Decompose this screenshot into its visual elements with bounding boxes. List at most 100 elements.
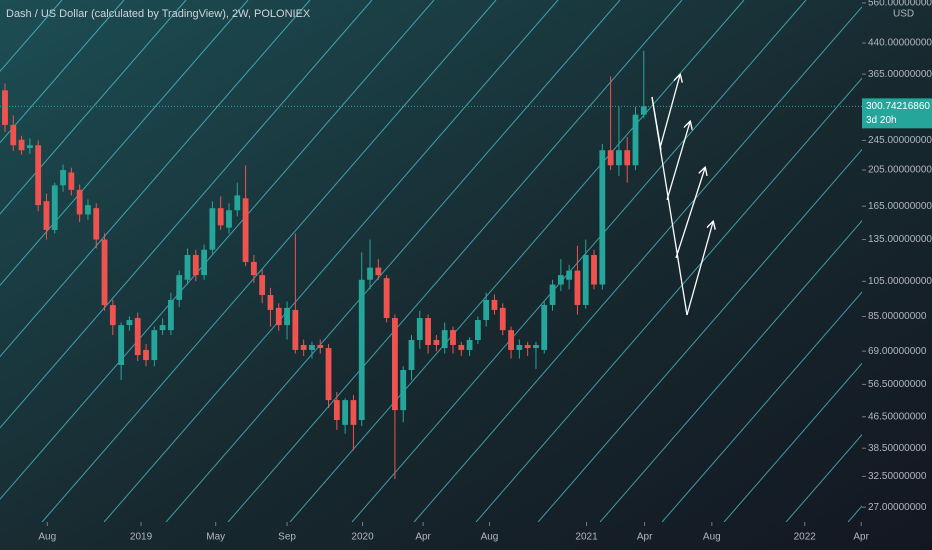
candle-body (367, 267, 373, 280)
x-tick-label: Apr (853, 532, 869, 543)
candle-body (309, 345, 315, 350)
y-tick-label: 135.00000000 (868, 234, 932, 245)
candle-body (68, 172, 75, 190)
candle-body (43, 201, 50, 230)
candle-body (566, 270, 573, 280)
candle-body (234, 195, 241, 211)
y-tick-label: 69.00000000 (868, 346, 927, 357)
arrow (675, 168, 705, 259)
candle-body (35, 145, 42, 206)
arrow-stem (651, 96, 662, 151)
candle-body (317, 345, 324, 349)
candle-body (582, 255, 589, 305)
x-tick-label: 2020 (351, 532, 374, 543)
drawn-arrows (651, 75, 713, 316)
candle-body (516, 345, 523, 350)
candle-body (18, 139, 25, 151)
channel-line (723, 362, 862, 522)
y-tick-label: 205.00000000 (868, 165, 932, 176)
candle-body (408, 339, 415, 371)
channel-line (0, 0, 187, 215)
candle-body (400, 370, 407, 411)
candle-body (184, 255, 191, 280)
x-tick-label: Sep (278, 532, 296, 543)
candle-body (499, 307, 506, 331)
y-tick-label: 32.50000000 (868, 471, 927, 482)
x-tick-label: 2021 (575, 532, 598, 543)
y-tick-label: 165.00000000 (868, 201, 932, 212)
x-tick-label: Apr (637, 532, 653, 543)
candle-body (342, 400, 349, 425)
candle-body (508, 330, 514, 350)
channel-line (227, 0, 683, 522)
candle-body (259, 275, 266, 296)
candle-body (192, 255, 199, 276)
arrow (686, 222, 713, 316)
last-price-label: 300.74216860 (866, 101, 930, 112)
x-tick-label: Aug (481, 532, 499, 543)
x-tick-label: 2022 (794, 532, 817, 543)
channel-line (165, 0, 621, 522)
channel-line (785, 433, 862, 522)
candle-body (557, 275, 564, 285)
channel-line (0, 0, 311, 358)
arrow (659, 75, 680, 149)
candle-body (450, 330, 456, 346)
candle-body (640, 106, 647, 115)
channel-line (103, 0, 559, 522)
candle-body (217, 208, 224, 226)
candle-body (292, 309, 299, 350)
candle-body (533, 345, 539, 349)
candle-body (591, 255, 597, 285)
candle-body (151, 330, 158, 361)
candle-body (109, 305, 116, 326)
channel-line (661, 291, 862, 522)
candle-body (159, 325, 166, 331)
candle-body (300, 345, 307, 350)
candle-body (126, 320, 133, 326)
channel-line (475, 77, 862, 522)
candle-body (607, 150, 614, 166)
channel-line (0, 0, 249, 286)
candle-body (2, 90, 8, 125)
candle-body (524, 345, 531, 349)
candle-body (275, 307, 282, 326)
candle-body (209, 208, 216, 250)
candle-body (574, 270, 581, 305)
y-unit: USD (893, 9, 914, 20)
candle-body (101, 239, 108, 306)
candle-body (541, 304, 548, 350)
candle-body (599, 150, 606, 285)
channel-line (0, 0, 373, 429)
candle-body (549, 284, 556, 305)
candle-body (416, 318, 423, 340)
y-tick-label: 365.00000000 (868, 69, 932, 80)
candle-body (458, 345, 465, 350)
candle-body (441, 330, 448, 349)
x-tick-label: Apr (415, 532, 431, 543)
candle-body (624, 150, 631, 166)
y-tick-label: 27.00000000 (868, 502, 927, 513)
candle-body (26, 145, 33, 149)
candle-body (358, 279, 365, 421)
candle-body (51, 185, 58, 230)
candle-body (483, 299, 490, 321)
candle-body (60, 170, 66, 186)
x-tick-label: Aug (38, 532, 56, 543)
candle-body (383, 278, 390, 319)
candle-body (350, 400, 357, 425)
arrow (666, 122, 690, 201)
last-price-box (862, 98, 932, 129)
channel-line (413, 6, 862, 522)
y-tick-label: 105.00000000 (868, 276, 932, 287)
candle-body (466, 339, 473, 350)
candle-body (284, 307, 290, 326)
candle-body (118, 325, 125, 365)
y-tick-label: 46.50000000 (868, 411, 927, 422)
y-tick-label: 560.00000000 (868, 0, 932, 9)
candle-body (616, 150, 622, 166)
candle-body (425, 318, 431, 346)
channel-line (537, 148, 862, 522)
